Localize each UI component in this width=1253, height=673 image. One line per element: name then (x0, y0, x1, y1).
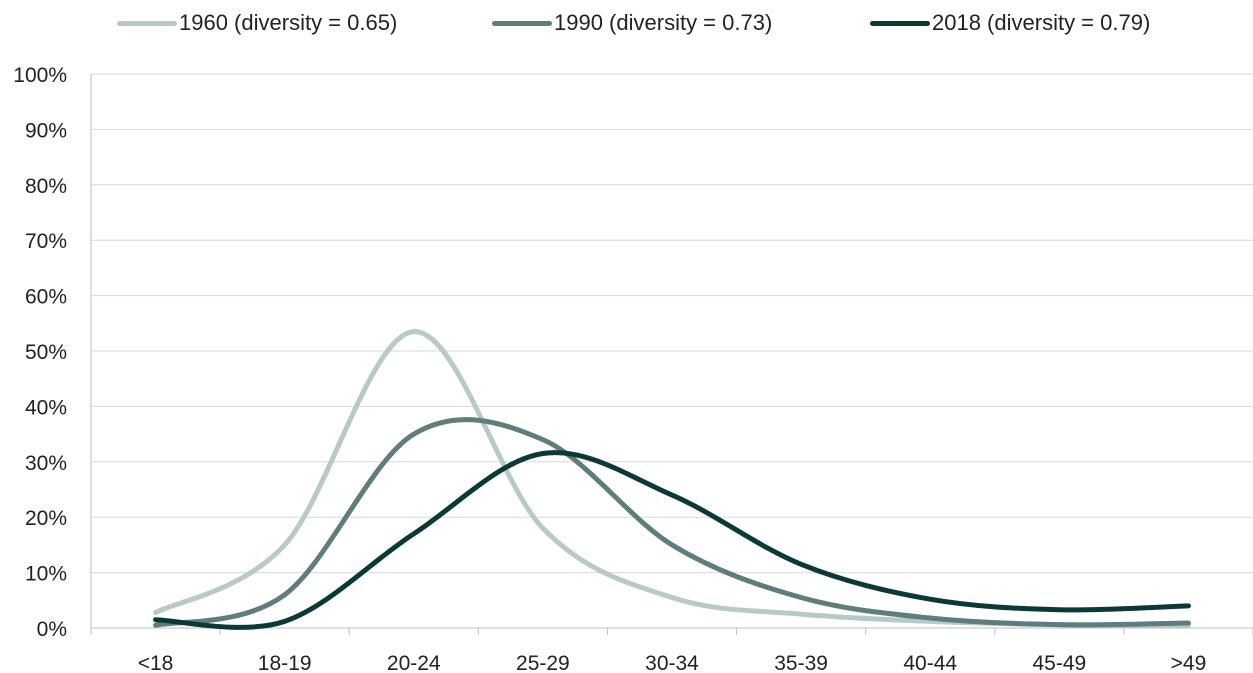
y-tick-label: 0% (37, 618, 67, 641)
legend-swatch-1990 (492, 20, 552, 26)
y-tick-label: 80% (25, 175, 67, 198)
chart-legend: 1960 (diversity = 0.65) 1990 (diversity … (0, 10, 1253, 40)
x-tick-label: 35-39 (774, 652, 828, 673)
x-tick-label: 30-34 (645, 652, 699, 673)
legend-item-1960: 1960 (diversity = 0.65) (117, 10, 397, 36)
series-line-0 (153, 329, 1191, 628)
y-tick-label: 50% (25, 341, 67, 364)
y-tick-label: 60% (25, 286, 67, 309)
series-line-1 (153, 417, 1191, 628)
legend-label-2018: 2018 (diversity = 0.79) (932, 10, 1151, 35)
series-line-2 (153, 450, 1191, 630)
x-tick-label: >49 (1171, 652, 1207, 673)
y-tick-label: 90% (25, 119, 67, 142)
x-tick-label: 40-44 (903, 652, 957, 673)
y-tick-label: 30% (25, 452, 67, 475)
x-tick-label: <18 (138, 652, 174, 673)
legend-item-1990: 1990 (diversity = 0.73) (492, 10, 772, 36)
legend-swatch-1960 (117, 20, 177, 26)
y-tick-label: 20% (25, 507, 67, 530)
legend-item-2018: 2018 (diversity = 0.79) (870, 10, 1150, 36)
legend-label-1960: 1960 (diversity = 0.65) (179, 10, 398, 35)
legend-swatch-2018 (870, 20, 930, 26)
x-tick-label: 18-19 (258, 652, 312, 673)
x-tick-label: 20-24 (387, 652, 441, 673)
legend-label-1990: 1990 (diversity = 0.73) (554, 10, 773, 35)
x-tick-label: 25-29 (516, 652, 570, 673)
x-tick-label: 45-49 (1032, 652, 1086, 673)
y-tick-label: 40% (25, 396, 67, 419)
y-tick-label: 10% (25, 563, 67, 586)
y-tick-label: 100% (13, 64, 67, 87)
y-tick-label: 70% (25, 230, 67, 253)
